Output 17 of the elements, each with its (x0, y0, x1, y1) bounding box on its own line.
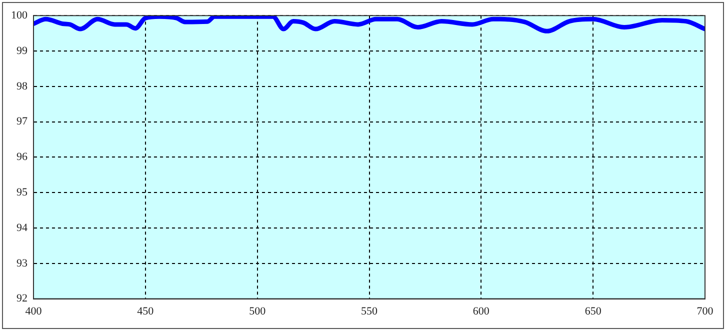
x-tick-label: 600 (472, 305, 490, 318)
y-tick-label: 97 (16, 116, 28, 128)
y-tick-label: 94 (16, 222, 28, 234)
y-tick-label: 92 (16, 292, 28, 305)
x-tick-label: 650 (584, 305, 602, 318)
y-tick-label: 98 (16, 80, 28, 92)
y-tick-label: 99 (16, 44, 28, 57)
y-tick-label: 93 (16, 257, 28, 270)
y-tick-label: 100 (11, 9, 28, 22)
y-tick-label: 96 (16, 151, 28, 164)
x-tick-label: 500 (249, 305, 266, 318)
line-series (34, 16, 705, 34)
x-tick-label: 700 (696, 305, 714, 318)
x-tick-label: 450 (137, 305, 154, 318)
x-tick-label: 400 (25, 305, 42, 318)
y-tick-label: 95 (16, 186, 28, 198)
x-tick-label: 550 (361, 305, 378, 318)
